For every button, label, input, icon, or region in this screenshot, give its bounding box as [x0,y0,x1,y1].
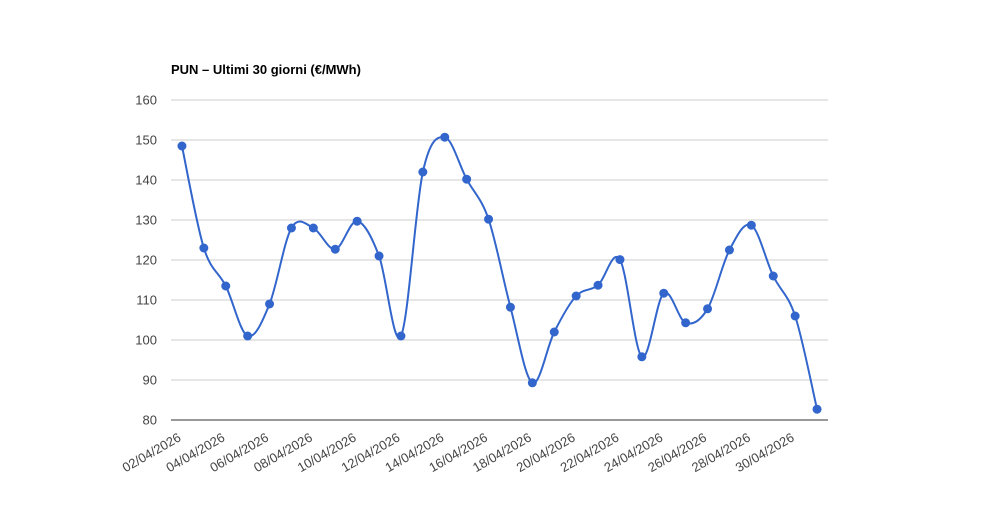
point [374,251,384,261]
point [768,271,778,281]
point [527,378,537,388]
y-tick-label: 120 [135,253,157,268]
point [790,311,800,321]
point [177,141,187,151]
point [659,288,669,298]
point [243,331,253,341]
point [286,223,296,233]
y-tick-label: 150 [135,133,157,148]
point [593,280,603,290]
y-tick-label: 160 [135,93,157,108]
point [637,352,647,362]
chart-title: PUN – Ultimi 30 giorni (€/MWh) [171,62,361,77]
y-tick-label: 90 [143,373,157,388]
point [549,327,559,337]
y-tick-label: 110 [136,293,157,308]
point [352,216,362,226]
point [703,304,713,314]
point [505,302,515,312]
point [724,245,734,255]
point [221,281,231,291]
point [440,132,450,142]
point [615,255,625,265]
point [462,174,472,184]
point [681,318,691,328]
point [812,404,822,414]
point [746,220,756,230]
point [571,291,581,301]
point [484,214,494,224]
point [396,331,406,341]
point [199,243,209,253]
point [418,167,428,177]
line [180,135,819,410]
point [265,299,275,309]
y-tick-label: 130 [135,213,157,228]
point [308,223,318,233]
y-tick-label: 100 [135,333,157,348]
y-tick-label: 140 [135,173,157,188]
y-tick-label: 80 [143,413,157,428]
point [330,244,340,254]
